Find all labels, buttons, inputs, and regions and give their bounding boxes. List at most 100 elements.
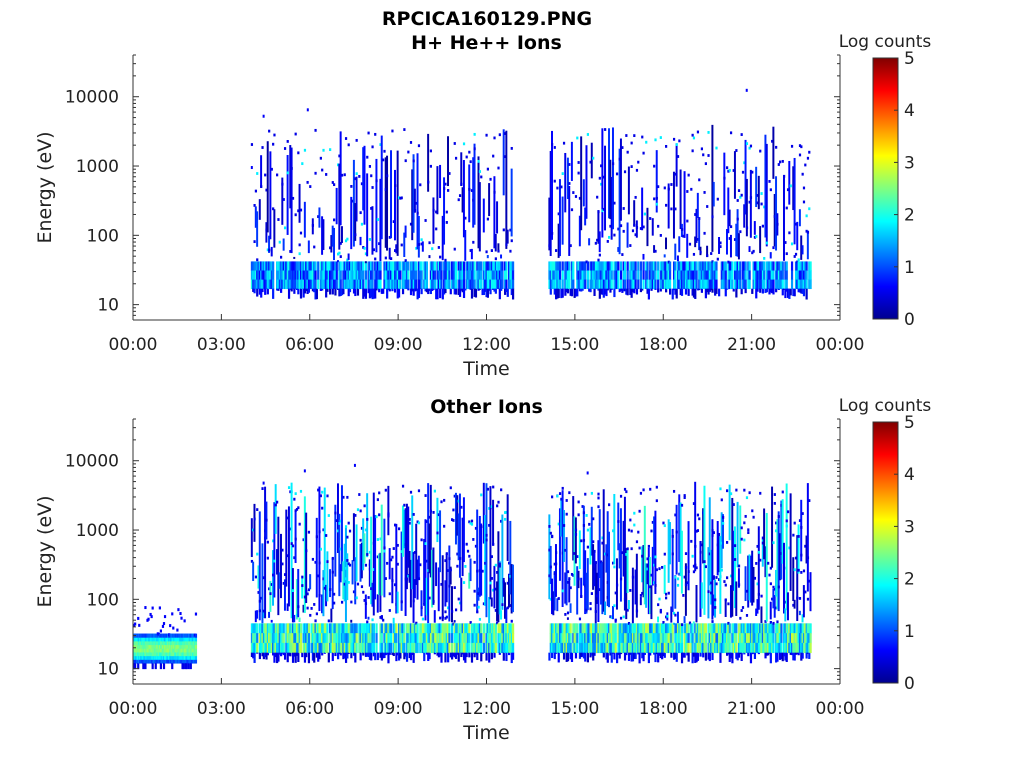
data-cell bbox=[272, 623, 275, 634]
data-cell bbox=[344, 525, 348, 528]
data-cell bbox=[498, 642, 501, 654]
data-cell bbox=[394, 583, 397, 587]
data-cell bbox=[433, 270, 436, 280]
data-cell bbox=[473, 652, 476, 658]
data-cell bbox=[497, 279, 500, 290]
data-cell bbox=[464, 633, 467, 644]
data-cell bbox=[775, 633, 778, 644]
data-cell bbox=[272, 573, 275, 577]
data-cell bbox=[626, 288, 629, 296]
data-cell bbox=[511, 288, 515, 300]
data-cell bbox=[691, 652, 694, 664]
data-cell bbox=[336, 252, 340, 256]
data-cell bbox=[566, 623, 570, 634]
data-cell bbox=[614, 270, 617, 280]
data-cell bbox=[684, 623, 688, 634]
data-cell bbox=[804, 261, 807, 271]
data-cell bbox=[420, 279, 423, 290]
data-cell bbox=[590, 506, 593, 556]
data-cell bbox=[659, 279, 662, 290]
data-cell bbox=[488, 642, 491, 654]
data-cell bbox=[327, 619, 330, 623]
data-cell bbox=[409, 222, 413, 226]
data-cell bbox=[431, 288, 434, 291]
data-cell bbox=[743, 652, 746, 655]
data-cell bbox=[794, 556, 798, 560]
data-cell bbox=[276, 652, 279, 664]
data-cell bbox=[391, 567, 394, 604]
x-tick-label: 00:00 bbox=[816, 335, 865, 355]
data-cell bbox=[586, 633, 590, 644]
data-cell bbox=[808, 499, 811, 502]
data-cell bbox=[358, 642, 361, 654]
data-cell bbox=[416, 633, 419, 644]
data-cell bbox=[453, 623, 456, 634]
data-cell bbox=[510, 168, 513, 237]
data-cell bbox=[649, 633, 652, 644]
data-cell bbox=[253, 288, 256, 294]
data-cell bbox=[642, 652, 645, 662]
data-cell bbox=[401, 270, 405, 280]
data-cell bbox=[395, 623, 398, 634]
data-cell bbox=[653, 642, 656, 654]
data-cell bbox=[445, 210, 448, 214]
data-cell bbox=[802, 642, 806, 654]
data-cell bbox=[733, 151, 736, 199]
data-cell bbox=[769, 642, 772, 654]
data-cell bbox=[663, 261, 666, 271]
data-cell bbox=[763, 256, 766, 260]
data-cell bbox=[339, 261, 342, 271]
data-cell bbox=[775, 623, 778, 634]
data-cell bbox=[273, 133, 276, 137]
data-cell bbox=[401, 623, 405, 634]
data-cell bbox=[317, 279, 320, 290]
data-cell bbox=[737, 279, 741, 290]
data-cell bbox=[400, 633, 403, 644]
data-cell bbox=[488, 279, 491, 290]
data-cell bbox=[425, 279, 429, 290]
data-cell bbox=[276, 623, 279, 634]
data-cell bbox=[497, 166, 500, 170]
data-cell bbox=[443, 261, 446, 271]
data-cell bbox=[776, 642, 779, 654]
data-cell bbox=[601, 633, 604, 644]
data-cell bbox=[657, 279, 660, 290]
data-cell bbox=[727, 279, 730, 290]
data-cell bbox=[646, 270, 649, 280]
data-cell bbox=[265, 642, 268, 654]
data-cell bbox=[282, 642, 285, 654]
data-cell bbox=[642, 633, 645, 644]
data-cell bbox=[637, 160, 640, 164]
data-cell bbox=[437, 623, 440, 634]
data-cell bbox=[282, 652, 285, 656]
x-tick-label: 15:00 bbox=[550, 335, 599, 355]
data-cell bbox=[297, 642, 300, 654]
data-cell bbox=[561, 261, 564, 271]
data-cell bbox=[747, 623, 750, 634]
data-cell bbox=[370, 270, 373, 280]
data-cell bbox=[613, 261, 616, 271]
data-cell bbox=[804, 623, 807, 634]
data-cell bbox=[722, 279, 725, 290]
data-cell bbox=[447, 270, 450, 280]
data-cell bbox=[654, 261, 657, 271]
data-cell bbox=[338, 623, 341, 634]
x-tick-label: 03:00 bbox=[197, 699, 246, 719]
data-cell bbox=[318, 593, 321, 597]
data-cell bbox=[489, 633, 492, 644]
data-cell bbox=[310, 642, 313, 654]
data-cell bbox=[374, 257, 377, 261]
data-cell bbox=[568, 579, 571, 603]
data-cell bbox=[277, 279, 280, 290]
data-cell bbox=[784, 261, 787, 271]
data-cell bbox=[363, 599, 366, 602]
data-cell bbox=[412, 652, 415, 663]
data-cell bbox=[364, 594, 367, 619]
data-cell bbox=[781, 279, 784, 290]
data-cell bbox=[339, 279, 342, 290]
data-cell bbox=[364, 270, 368, 280]
data-cell bbox=[322, 577, 325, 581]
data-cell bbox=[265, 279, 268, 290]
data-cell bbox=[581, 642, 584, 654]
data-cell bbox=[368, 642, 372, 654]
